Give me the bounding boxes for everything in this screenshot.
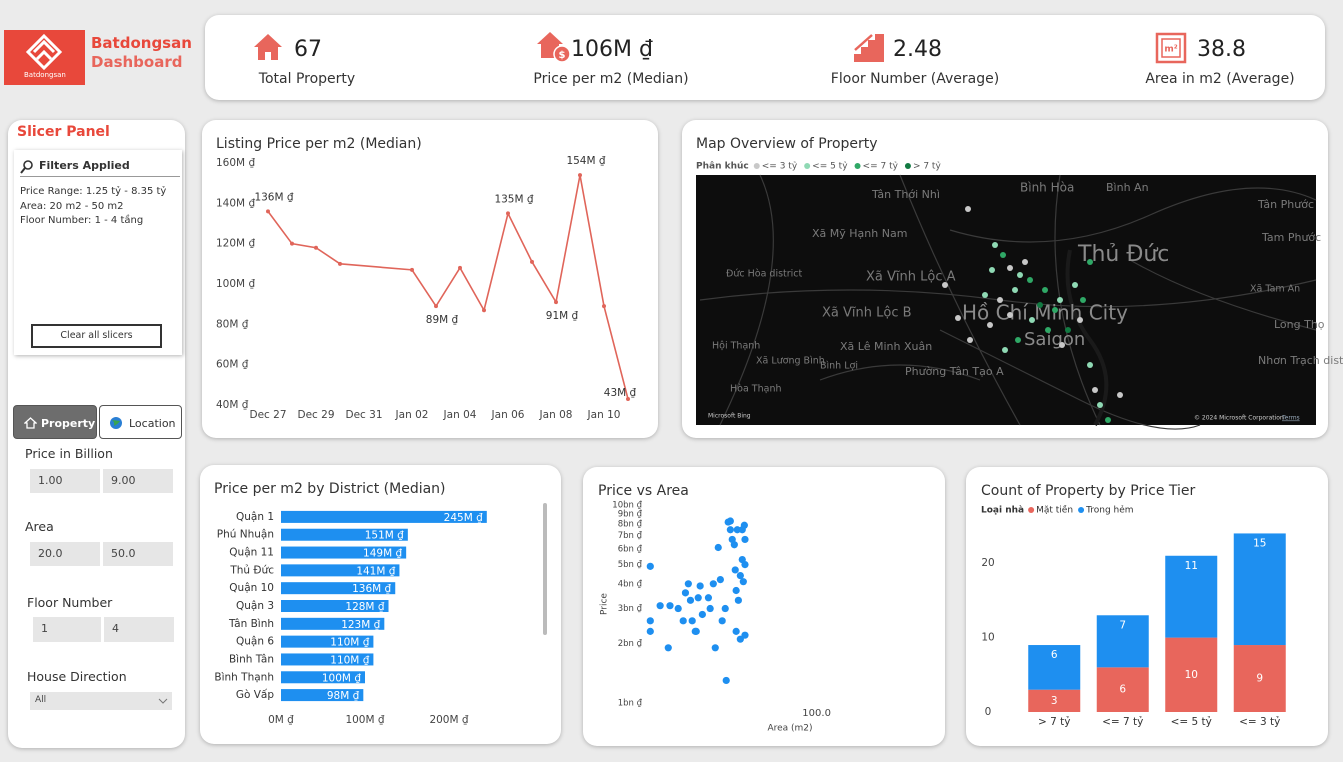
kpi-label: Price per m2 (Median)	[533, 71, 689, 87]
slicer-label: Price in Billion	[25, 446, 113, 461]
svg-text:$: $	[559, 50, 566, 61]
filters-title: Filters Applied	[39, 159, 130, 172]
clear-button[interactable]: Clear all slicers	[31, 324, 162, 348]
tab-icon	[24, 417, 37, 429]
brand-subtitle: Dashboard	[91, 53, 183, 71]
slicer-input[interactable]: 50.0	[103, 542, 173, 566]
panel-title: Slicer Panel	[17, 124, 110, 140]
logo: Batdongsan	[4, 30, 85, 85]
logo-icon	[25, 33, 63, 71]
dropdown[interactable]: All	[30, 692, 172, 710]
kpi-icon	[254, 34, 282, 60]
scrollbar[interactable]	[543, 503, 547, 635]
svg-text:m²: m²	[1164, 45, 1177, 55]
search-icon	[20, 160, 33, 174]
logo-caption: Batdongsan	[24, 71, 66, 79]
kpi-icon: $	[537, 32, 571, 63]
filter-text: Floor Number: 1 - 4 tầng	[20, 215, 144, 226]
map-card	[682, 120, 1328, 438]
dropdown-caret	[158, 698, 168, 704]
slicer-label: Area	[25, 519, 54, 534]
tab-label: Location	[129, 417, 176, 430]
line-card	[202, 120, 658, 438]
tab-icon	[110, 417, 122, 429]
slicer-label: Floor Number	[27, 595, 113, 610]
tab-label: Property	[41, 417, 96, 430]
slicer-input[interactable]: 4	[104, 617, 174, 642]
kpi-value: 67	[294, 37, 322, 62]
slicer-input[interactable]: 1	[33, 617, 101, 642]
tab-property[interactable]: Property	[13, 405, 97, 439]
filter-text: Price Range: 1.25 tỷ - 8.35 tỷ	[20, 186, 167, 197]
stacked-card	[966, 467, 1328, 746]
dropdown-label: House Direction	[27, 669, 127, 684]
kpi-card	[205, 15, 1325, 100]
filter-text: Area: 20 m2 - 50 m2	[20, 201, 124, 212]
kpi-value: 2.48	[893, 37, 942, 62]
slicer-input[interactable]: 20.0	[30, 542, 100, 566]
slicer-input[interactable]: 9.00	[103, 469, 173, 493]
kpi-icon	[854, 34, 884, 62]
kpi-label: Total Property	[258, 71, 356, 87]
kpi-value: 106M ₫	[571, 37, 653, 62]
bar-card	[200, 465, 561, 744]
filters-box	[14, 150, 182, 355]
kpi-label: Floor Number (Average)	[830, 71, 1000, 87]
brand: Batdongsan	[91, 34, 192, 52]
scatter-card	[583, 467, 945, 746]
kpi-icon: m²	[1155, 32, 1187, 64]
kpi-value: 38.8	[1197, 37, 1246, 62]
slicer-input[interactable]: 1.00	[30, 469, 100, 493]
divider	[20, 176, 180, 177]
kpi-label: Area in m2 (Average)	[1145, 71, 1295, 87]
tab-location[interactable]: Location	[99, 405, 182, 439]
